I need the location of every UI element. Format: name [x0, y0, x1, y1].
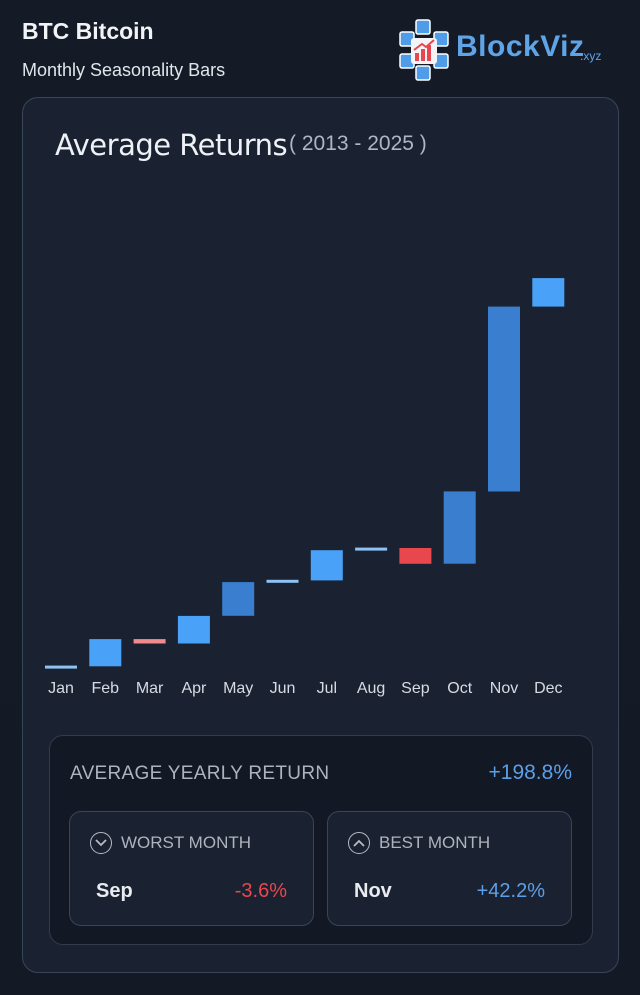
- x-tick-label: Aug: [357, 680, 385, 697]
- bar-sep[interactable]: [399, 548, 432, 564]
- bar-nov[interactable]: [488, 306, 520, 492]
- bar-feb[interactable]: [89, 639, 122, 667]
- bar-apr[interactable]: [177, 615, 210, 644]
- x-tick-label: Apr: [181, 680, 207, 697]
- best-month-value: +42.2%: [476, 880, 545, 902]
- best-month-label: BEST MONTH: [379, 833, 491, 852]
- x-tick-label: Nov: [490, 680, 518, 697]
- blockchain-cube-icon: [399, 19, 449, 81]
- bar-may[interactable]: [222, 582, 255, 616]
- worst-month-name: Sep: [96, 880, 133, 902]
- worst-month-label: WORST MONTH: [121, 833, 252, 852]
- blockviz-logo[interactable]: BlockViz .xyz: [396, 18, 626, 82]
- best-month-card: BEST MONTH Nov +42.2%: [327, 811, 572, 926]
- x-tick-label: Dec: [534, 680, 562, 697]
- bar-jan[interactable]: [45, 665, 77, 669]
- summary-panel: AVERAGE YEARLY RETURN +198.8% WORST MONT…: [49, 735, 593, 945]
- waterfall-chart: Jan Feb Mar Apr May Jun Jul Aug Sep Oct Nov Dec: [45, 278, 565, 697]
- header-title: BTC Bitcoin: [22, 18, 154, 44]
- x-tick-label: Jan: [48, 680, 74, 697]
- worst-month-value: -3.6%: [234, 880, 287, 902]
- x-tick-label: Feb: [92, 680, 120, 697]
- x-tick-label: Jun: [270, 680, 296, 697]
- chevron-down-icon: [90, 832, 112, 854]
- bar-mar[interactable]: [133, 639, 166, 644]
- x-tick-label: May: [223, 680, 253, 697]
- worst-month-card: WORST MONTH Sep -3.6%: [69, 811, 314, 926]
- yearly-return-value: +198.8%: [488, 761, 573, 784]
- logo-name: BlockViz: [456, 30, 585, 63]
- chart-title: Average Returns: [55, 128, 288, 162]
- x-tick-label: Jul: [317, 680, 337, 697]
- bar-aug[interactable]: [355, 547, 388, 551]
- x-tick-label: Sep: [401, 680, 430, 697]
- chart-date-range: ( 2013 - 2025 ): [289, 132, 427, 155]
- best-month-name: Nov: [354, 880, 392, 902]
- x-tick-label: Oct: [447, 680, 472, 697]
- header-subtitle: Monthly Seasonality Bars: [22, 60, 226, 80]
- bar-dec[interactable]: [532, 278, 565, 307]
- bar-oct[interactable]: [443, 491, 476, 564]
- x-tick-label: Mar: [136, 680, 164, 697]
- yearly-return-label: AVERAGE YEARLY RETURN: [70, 763, 330, 784]
- chevron-up-icon: [348, 832, 370, 854]
- chart-card: Average Returns ( 2013 - 2025 ) Jan Feb Ma…: [22, 97, 619, 973]
- logo-ext: .xyz: [580, 49, 602, 63]
- bar-jun[interactable]: [266, 579, 299, 583]
- bar-jul[interactable]: [310, 550, 343, 581]
